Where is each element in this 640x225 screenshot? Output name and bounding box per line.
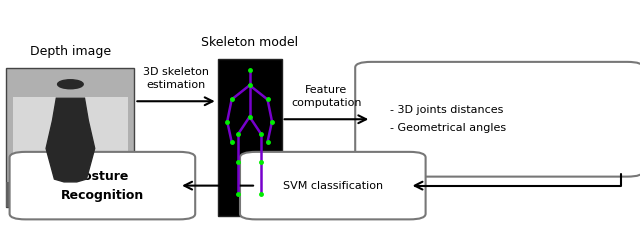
FancyBboxPatch shape: [218, 58, 282, 216]
Circle shape: [58, 80, 83, 89]
Text: - 3D joints distances
- Geometrical angles: - 3D joints distances - Geometrical angl…: [390, 105, 506, 133]
FancyBboxPatch shape: [6, 68, 134, 207]
FancyBboxPatch shape: [13, 97, 128, 173]
FancyBboxPatch shape: [10, 152, 195, 219]
Text: SVM classification: SVM classification: [283, 181, 383, 191]
Text: Depth image: Depth image: [30, 45, 111, 58]
Text: Feature
computation: Feature computation: [291, 85, 362, 108]
FancyBboxPatch shape: [6, 182, 134, 207]
Polygon shape: [46, 98, 95, 182]
FancyBboxPatch shape: [355, 62, 640, 177]
FancyBboxPatch shape: [240, 152, 426, 219]
Text: 3D skeleton
estimation: 3D skeleton estimation: [143, 67, 209, 90]
Text: Skeleton model: Skeleton model: [201, 36, 298, 50]
Text: Posture
Recognition: Posture Recognition: [61, 170, 144, 202]
